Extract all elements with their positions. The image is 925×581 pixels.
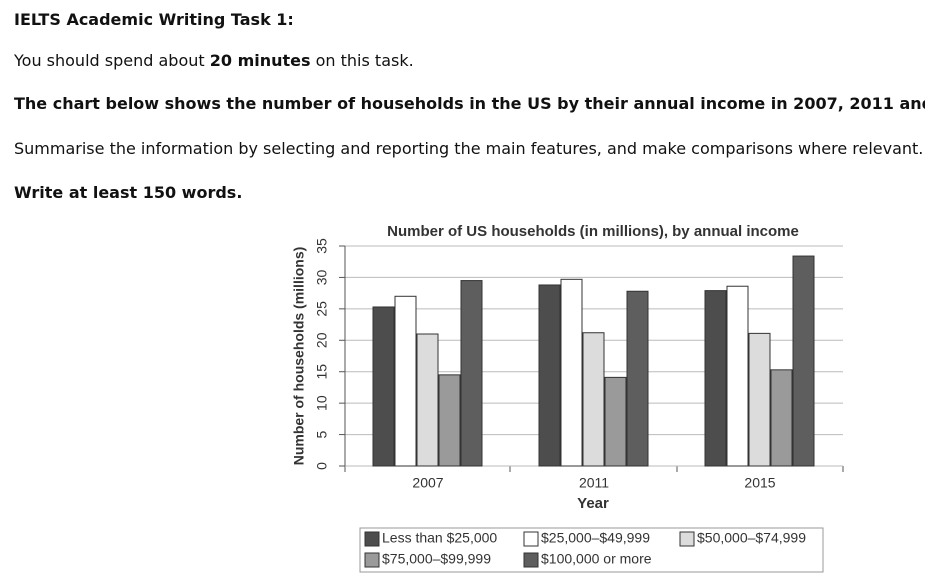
y-tick-label: 25 (314, 301, 330, 317)
bar (748, 332, 771, 467)
legend-label: $25,000–$49,999 (541, 530, 650, 546)
task: Summarise the information by selecting a… (14, 139, 924, 158)
legend-label: $50,000–$74,999 (697, 530, 806, 546)
legend-label: $75,000–$99,999 (382, 551, 491, 567)
legend-label: $100,000 or more (541, 551, 652, 567)
prompt: The chart below shows the number of hous… (14, 94, 925, 113)
word-count: Write at least 150 words. (14, 183, 243, 202)
bar (770, 369, 793, 467)
bar (792, 255, 815, 467)
x-axis-label: Year (577, 495, 609, 512)
y-tick-label: 30 (314, 269, 330, 285)
bar (626, 290, 649, 467)
bar (438, 374, 461, 467)
text: You should spend about (14, 51, 205, 70)
legend-swatch (523, 552, 539, 568)
legend-swatch (364, 552, 380, 568)
y-axis-label: Number of households (millions) (291, 247, 307, 466)
bar (372, 306, 395, 467)
bar (560, 278, 583, 467)
legend-label: Less than $25,000 (382, 530, 497, 546)
bar (460, 280, 483, 467)
bar (704, 290, 727, 467)
bold-text: 20 minutes (209, 51, 311, 70)
chart-title: Number of US households (in millions), b… (387, 223, 799, 240)
x-tick-label: 2015 (744, 475, 775, 491)
bar (582, 332, 605, 467)
text: on this task. (315, 51, 414, 70)
y-tick-label: 10 (314, 395, 330, 411)
y-tick-label: 15 (314, 364, 330, 380)
title: IELTS Academic Writing Task 1: (14, 10, 294, 29)
legend-swatch (679, 531, 695, 547)
time-note: You should spend about 20 minutes on thi… (14, 51, 414, 70)
bar (604, 376, 627, 467)
y-tick-label: 5 (314, 430, 330, 438)
y-tick-label: 35 (314, 238, 330, 254)
legend-swatch (523, 531, 539, 547)
legend-box (359, 527, 824, 573)
bar (726, 285, 749, 467)
bar (538, 284, 561, 467)
legend-swatch (364, 531, 380, 547)
y-tick-label: 0 (314, 462, 330, 470)
bar (394, 295, 417, 467)
x-tick-label: 2007 (412, 475, 443, 491)
y-tick-label: 20 (314, 332, 330, 348)
x-tick-label: 2011 (579, 475, 609, 491)
bar (416, 333, 439, 467)
